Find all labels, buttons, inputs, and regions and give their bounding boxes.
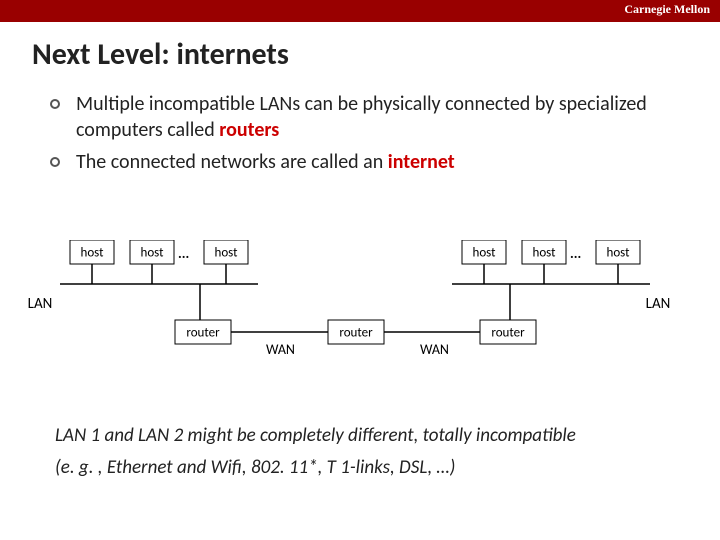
svg-text:host: host [607, 246, 631, 261]
svg-text:...: ... [570, 245, 581, 262]
svg-text:router: router [491, 326, 525, 341]
svg-text:host: host [141, 246, 165, 261]
bullet-list: Multiple incompatible LANs can be physic… [50, 91, 690, 175]
caption-line: (e. g. , Ethernet and Wifi, 802. 11*, T … [55, 452, 680, 484]
svg-text:host: host [215, 246, 239, 261]
caption-line: LAN 1 and LAN 2 might be completely diff… [55, 420, 680, 452]
network-diagram: host host host host host host...... LAN LAN rout… [0, 240, 720, 400]
header-bar: Carnegie Mellon [0, 0, 720, 22]
svg-text:router: router [339, 326, 373, 341]
svg-text:WAN: WAN [420, 341, 449, 358]
svg-text:...: ... [178, 245, 189, 262]
bullet-marker-icon [50, 99, 60, 109]
svg-text:router: router [186, 326, 220, 341]
bullet-item: The connected networks are called an int… [50, 149, 690, 175]
svg-text:LAN: LAN [28, 295, 53, 313]
caption: LAN 1 and LAN 2 might be completely diff… [55, 420, 680, 485]
svg-text:host: host [533, 246, 557, 261]
slide-title: Next Level: internets [32, 36, 720, 73]
bullet-text: Multiple incompatible LANs can be physic… [76, 91, 690, 143]
svg-text:WAN: WAN [266, 341, 295, 358]
bullet-text: The connected networks are called an int… [76, 149, 455, 175]
bullet-emph: routers [219, 118, 279, 142]
svg-text:host: host [81, 246, 105, 261]
bullet-emph: internet [388, 150, 455, 174]
institution-label: Carnegie Mellon [624, 2, 710, 17]
svg-text:LAN: LAN [646, 295, 671, 313]
bullet-item: Multiple incompatible LANs can be physic… [50, 91, 690, 143]
bullet-pre: Multiple incompatible LANs can be physic… [76, 92, 647, 142]
bullet-marker-icon [50, 157, 60, 167]
svg-text:host: host [473, 246, 497, 261]
bullet-pre: The connected networks are called an [76, 150, 388, 174]
